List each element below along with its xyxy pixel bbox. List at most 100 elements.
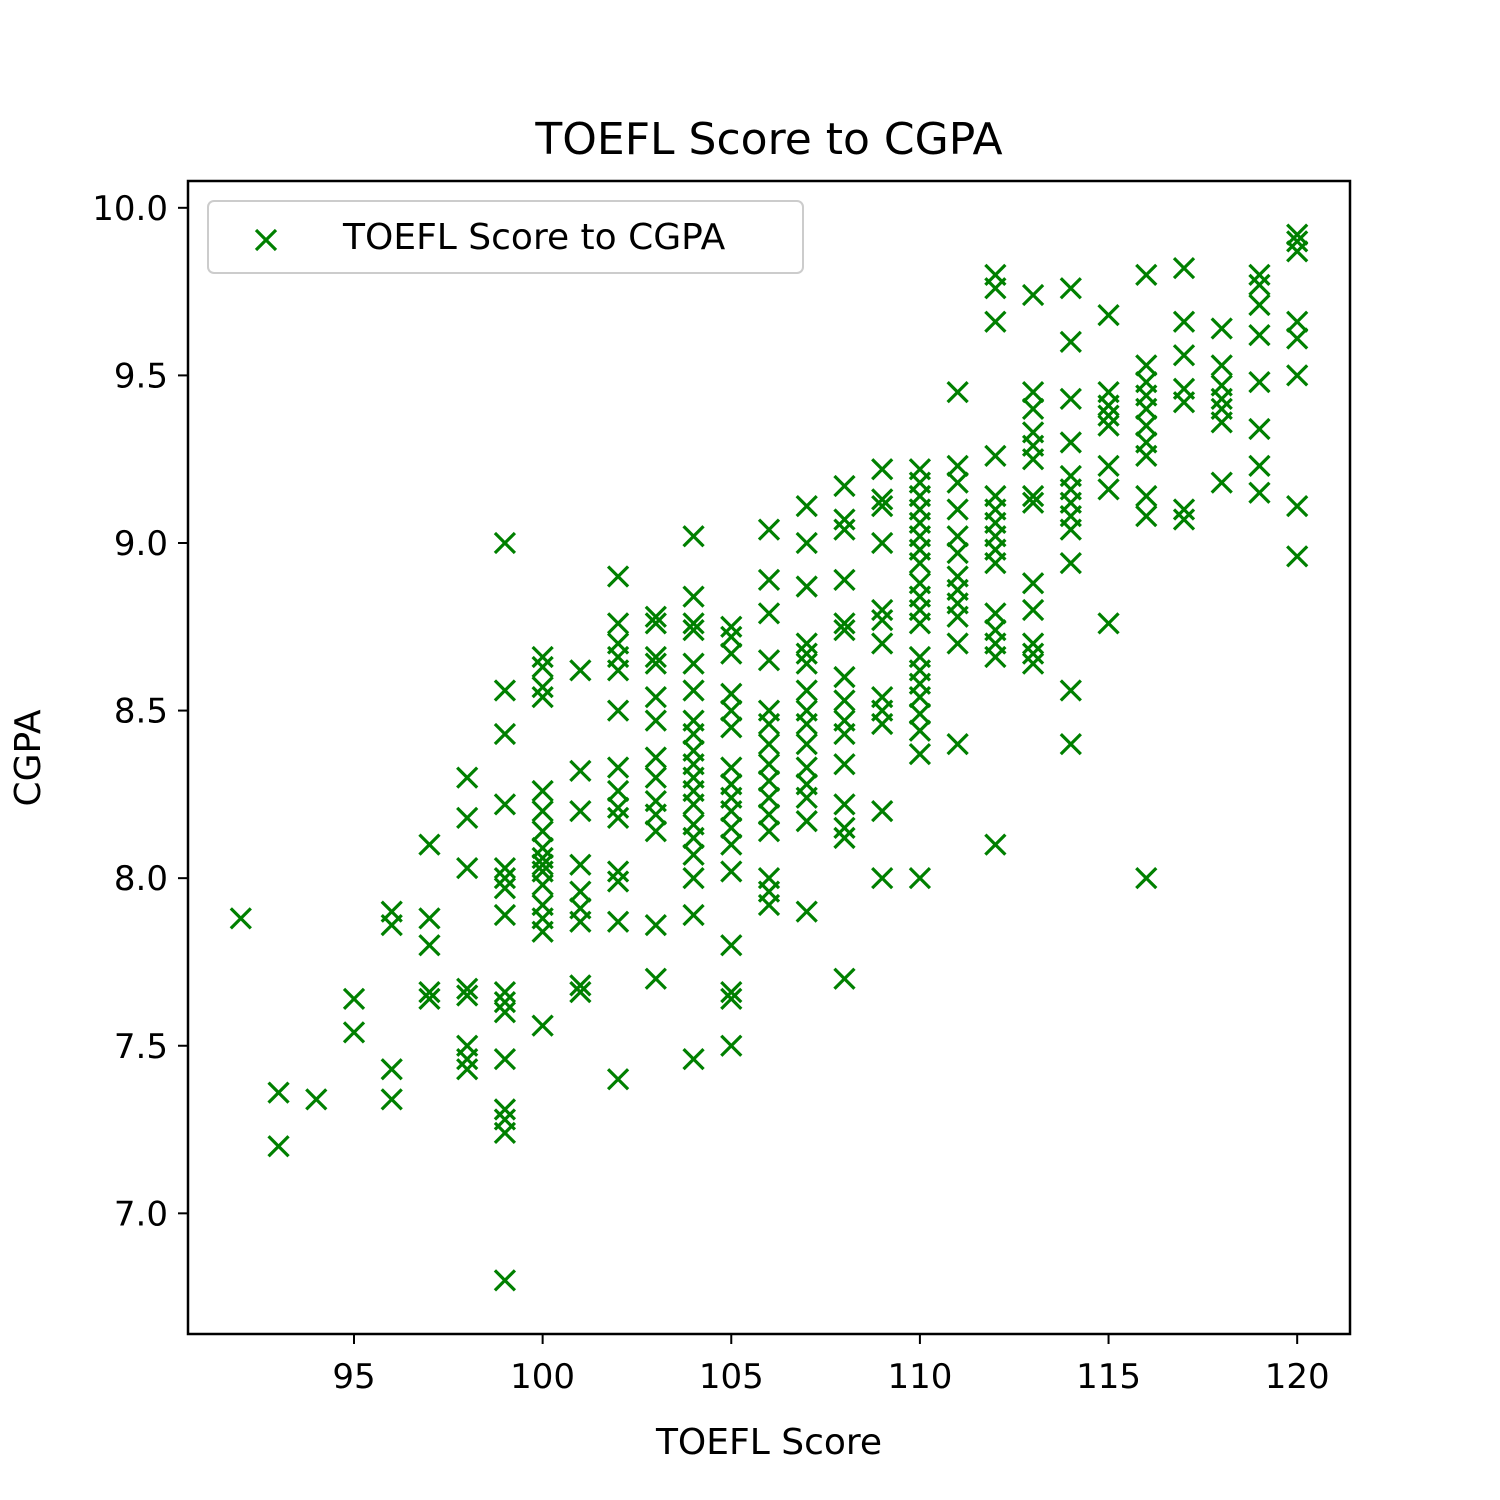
data-point xyxy=(908,702,932,726)
data-point xyxy=(493,679,517,702)
data-point xyxy=(1021,283,1045,307)
data-point xyxy=(720,615,743,638)
data-point xyxy=(682,525,705,548)
data-point xyxy=(720,799,743,823)
data-point xyxy=(1210,471,1233,494)
data-point xyxy=(795,531,818,555)
data-point xyxy=(493,903,517,927)
data-point xyxy=(456,1048,479,1071)
data-point xyxy=(644,686,667,709)
data-point xyxy=(833,967,856,990)
data-point xyxy=(833,826,856,850)
data-point xyxy=(1172,498,1196,521)
data-point xyxy=(380,1058,403,1081)
data-point xyxy=(418,833,441,856)
data-point xyxy=(757,732,781,756)
data-point xyxy=(946,525,969,548)
data-point xyxy=(1021,381,1045,404)
data-point xyxy=(493,1048,517,1071)
data-point xyxy=(342,987,366,1010)
data-point xyxy=(606,806,630,829)
data-point xyxy=(493,793,517,816)
data-point xyxy=(493,980,517,1004)
data-point xyxy=(795,712,818,736)
data-point xyxy=(757,803,781,826)
data-point xyxy=(757,602,781,625)
chart-title: TOEFL Score to CGPA xyxy=(534,114,1002,165)
data-point xyxy=(946,605,969,628)
data-point xyxy=(795,575,818,598)
data-point xyxy=(531,1014,554,1037)
data-point xyxy=(908,612,932,635)
data-point xyxy=(1021,632,1045,655)
data-point xyxy=(833,518,856,541)
data-point xyxy=(908,551,932,575)
data-point xyxy=(871,799,894,823)
data-point xyxy=(757,820,781,843)
data-point xyxy=(720,860,743,883)
data-point xyxy=(606,910,630,933)
data-point xyxy=(493,867,517,890)
data-point xyxy=(720,934,743,957)
data-point xyxy=(1172,391,1196,414)
data-point xyxy=(1097,303,1120,327)
data-point xyxy=(267,1135,290,1158)
data-point xyxy=(757,753,781,776)
data-point xyxy=(531,779,554,803)
data-point xyxy=(682,843,705,866)
data-point xyxy=(908,743,932,766)
data-point xyxy=(493,1121,517,1145)
data-point xyxy=(833,793,856,816)
data-point xyxy=(531,675,554,699)
data-point xyxy=(493,856,517,880)
data-point xyxy=(418,987,441,1010)
data-point xyxy=(757,568,781,591)
data-point xyxy=(720,682,743,705)
data-point xyxy=(757,518,781,541)
x-axis-ticks: 95 100 105 110 115 120 xyxy=(332,1334,1330,1397)
data-point xyxy=(833,689,856,712)
data-point xyxy=(833,722,856,746)
y-tick-label: 10.0 xyxy=(92,189,168,229)
data-point xyxy=(606,860,630,883)
x-axis-label: TOEFL Score xyxy=(655,1422,882,1463)
data-point xyxy=(569,880,592,903)
data-point xyxy=(682,612,705,635)
data-point xyxy=(1059,518,1082,541)
data-point xyxy=(984,444,1007,467)
legend-box xyxy=(207,200,804,274)
data-point xyxy=(720,642,743,665)
legend-label: TOEFL Score to CGPA xyxy=(342,217,726,258)
data-point xyxy=(795,756,818,779)
data-point xyxy=(795,642,818,665)
data-point xyxy=(871,712,894,736)
data-point xyxy=(720,625,743,648)
data-point xyxy=(795,652,818,675)
data-point xyxy=(908,719,932,742)
data-point xyxy=(1135,444,1158,467)
data-point xyxy=(833,753,856,776)
legend: TOEFL Score to CGPA xyxy=(207,200,804,274)
x-tick-label: 95 xyxy=(332,1357,375,1397)
data-point xyxy=(456,806,479,829)
data-point xyxy=(833,619,856,642)
data-point xyxy=(833,474,856,498)
data-point xyxy=(1286,230,1309,253)
data-point xyxy=(1135,867,1158,890)
data-point xyxy=(380,913,403,937)
data-point xyxy=(267,1081,290,1104)
data-point xyxy=(1135,354,1158,377)
data-point xyxy=(644,820,667,843)
data-point xyxy=(644,766,667,789)
data-point xyxy=(946,471,969,494)
data-point xyxy=(833,568,856,591)
data-point xyxy=(682,652,705,675)
data-point xyxy=(757,649,781,672)
data-point xyxy=(644,913,667,937)
data-point xyxy=(1021,448,1045,471)
data-point xyxy=(418,980,441,1004)
data-point xyxy=(342,1021,366,1044)
data-point xyxy=(720,699,743,722)
data-point xyxy=(644,709,667,732)
data-point xyxy=(1210,387,1233,410)
